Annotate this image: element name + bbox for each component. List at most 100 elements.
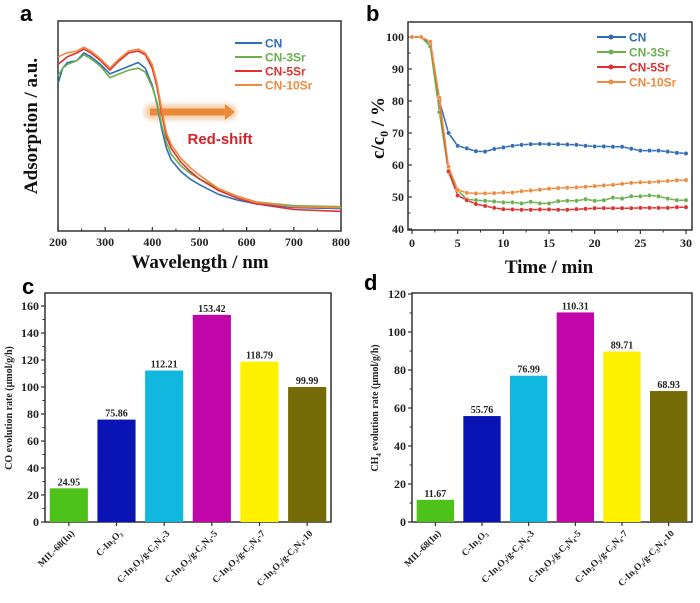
panel-b-point-cn-3sr (564, 198, 570, 204)
panel-b-point-cn-5sr (500, 206, 506, 212)
panel-b-point-cn-3sr (628, 193, 634, 199)
panel-b-point-cn (464, 145, 470, 151)
panel-b-x-tick-label: 15 (543, 236, 555, 250)
panel-b-point-cn-10sr (418, 34, 424, 40)
panel-b-x-tick-label: 10 (497, 236, 509, 250)
panel-d-bar (556, 312, 594, 522)
panel-b-point-cn-3sr (574, 198, 579, 204)
panel-b-point-cn-5sr (601, 205, 607, 211)
panel-b-point-cn-5sr (491, 205, 497, 211)
panel-b-point-cn (619, 144, 625, 150)
panel-b-point-cn-10sr (583, 184, 588, 190)
panel-b-point-cn-10sr (446, 164, 451, 170)
panel-b-point-cn-10sr (491, 190, 497, 196)
panel-b-point-cn (546, 141, 552, 147)
panel-c-y-tick-label: 120 (21, 353, 39, 367)
panel-d-bar-value-label: 68.93 (657, 380, 680, 391)
panel-b-point-cn (583, 143, 588, 149)
panel-c-letter: c (22, 274, 34, 299)
panel-b-point-cn-10sr (436, 95, 442, 101)
panel-b-point-cn-10sr (574, 184, 579, 190)
panel-d-y-tick-label: 100 (388, 325, 406, 339)
panel-b-point-cn (537, 141, 543, 147)
panel-d-bar-value-label: 11.67 (424, 489, 446, 500)
panel-b-point-cn-3sr (500, 200, 506, 205)
panel-a-x-tick-label: 300 (96, 235, 114, 249)
panel-b-legend-marker (608, 79, 614, 85)
panel-d-y-tick-label: 80 (394, 363, 406, 377)
panel-b-point-cn (555, 141, 561, 147)
panel-b-point-cn-10sr (427, 39, 433, 45)
panel-b-point-cn (455, 143, 461, 149)
panel-b-y-tick-label: 90 (392, 62, 404, 76)
panel-b-point-cn-3sr (537, 200, 543, 206)
panel-c-y-tick-label: 40 (27, 461, 39, 475)
panel-b-x-tick-label: 5 (455, 236, 461, 250)
panel-c-bar-value-label: 153.42 (198, 304, 226, 315)
panel-b-point-cn-3sr (528, 199, 534, 205)
panel-c-bar-value-label: 75.86 (105, 409, 128, 420)
panel-b-point-cn-3sr (656, 193, 661, 199)
panel-c-bar (192, 314, 231, 522)
panel-b-point-cn (656, 148, 661, 154)
panel-b-point-cn-5sr (637, 205, 643, 211)
panel-b-point-cn (610, 144, 616, 150)
panel-b-point-cn-5sr (455, 192, 461, 198)
panel-b-point-cn-10sr (528, 188, 534, 194)
panel-d-y-tick-label: 0 (400, 515, 406, 529)
panel-c-bar (288, 387, 327, 522)
panel-b-point-cn-10sr (637, 179, 643, 185)
panel-c-bar (145, 370, 184, 522)
panel-d-category-label: MIL-68(In) (402, 528, 443, 569)
panel-b-point-cn (592, 144, 598, 149)
panel-b-point-cn-3sr (619, 196, 625, 202)
panel-a-x-tick-label: 600 (238, 235, 256, 249)
panel-d-bar (603, 351, 641, 522)
panel-b-point-cn-5sr (610, 205, 616, 211)
panel-b-legend-label: CN (629, 31, 646, 45)
panel-b-point-cn (500, 144, 506, 150)
panel-c-y-tick-label: 60 (27, 434, 39, 448)
panel-b-y-tick-label: 40 (392, 222, 404, 236)
panel-b-y-axis-title: c/c0 / % (368, 97, 391, 159)
panel-b-point-cn-5sr (510, 207, 515, 212)
panel-b-point-cn-3sr (519, 200, 524, 206)
panel-b-frame (407, 21, 693, 231)
panel-b-point-cn-5sr (619, 205, 625, 211)
panel-a-x-tick-label: 500 (191, 235, 209, 249)
panel-b-point-cn-10sr (610, 182, 616, 188)
panel-d-y-tick-label: 120 (388, 287, 406, 301)
panel-a-letter: a (20, 1, 33, 26)
panel-a-x-tick-label: 200 (49, 235, 67, 249)
panel-b-point-cn-10sr (510, 190, 515, 195)
panel-b-point-cn (482, 149, 488, 154)
panel-b-point-cn-10sr (500, 190, 506, 195)
panel-a-x-tick-label: 400 (143, 235, 161, 249)
panel-b-point-cn-10sr (409, 34, 415, 40)
panel-a-y-axis-title: Adsorption / a.u. (21, 58, 42, 194)
panel-b-point-cn (564, 142, 570, 147)
panel-b-point-cn-5sr (656, 205, 661, 211)
panel-b-point-cn-5sr (683, 204, 689, 210)
panel-b-point-cn-3sr (482, 198, 488, 204)
panel-b-point-cn-5sr (546, 207, 552, 212)
panel-b-point-cn-5sr (519, 207, 524, 213)
panel-a-x-axis-title: Wavelength / nm (131, 252, 268, 273)
panel-b-legend-marker (608, 49, 614, 55)
panel-b-point-cn-3sr (592, 198, 598, 204)
panel-c-bar (49, 488, 88, 522)
panel-a-redshift-annotation: Red-shift (188, 131, 253, 148)
panel-b-point-cn-5sr (537, 207, 543, 212)
panel-d-bar-value-label: 110.31 (562, 301, 589, 312)
panel-c-y-tick-label: 20 (27, 488, 39, 502)
panel-c-bar-value-label: 24.95 (58, 477, 81, 488)
panel-b-point-cn (637, 148, 643, 154)
panel-b-plot-area: 40 50 60 70 80 90 100 0 5 10 15 20 25 30 CNCN-3SrCN-5S… (386, 21, 693, 250)
panel-c-y-tick-label: 140 (21, 326, 39, 340)
panel-d-y-tick-label: 40 (394, 439, 406, 453)
panel-b-point-cn-10sr (619, 181, 625, 187)
panel-c-y-tick-label: 80 (27, 407, 39, 421)
panel-b-legend-label: CN-10Sr (629, 76, 677, 90)
panel-b-point-cn-10sr (647, 179, 652, 185)
panel-c-bar-value-label: 118.79 (246, 351, 273, 362)
